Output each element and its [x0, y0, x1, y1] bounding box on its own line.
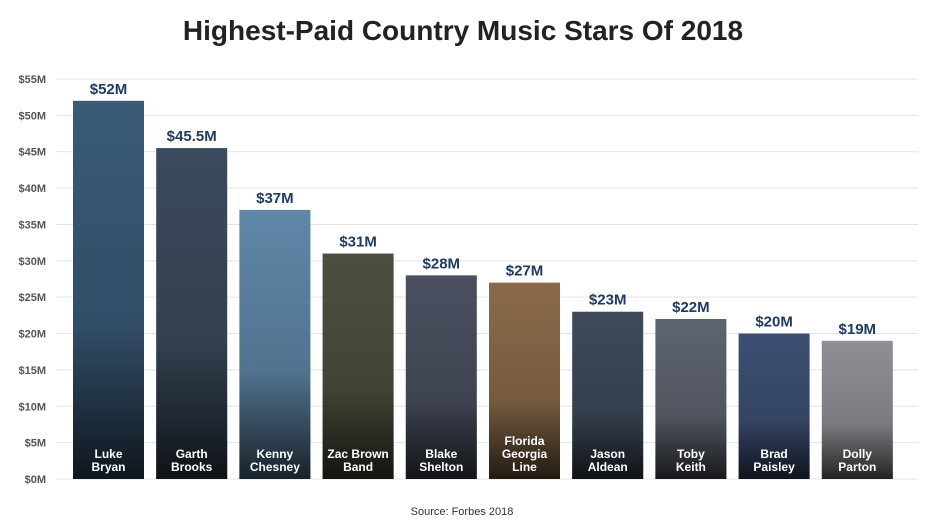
- y-tick-label: $15M: [18, 365, 46, 377]
- y-tick-label: $40M: [18, 183, 46, 195]
- bar-shade: [156, 148, 228, 479]
- category-label: Shelton: [419, 460, 463, 474]
- data-label: $19M: [839, 321, 877, 338]
- category-label: Aldean: [588, 460, 628, 474]
- bar-shade: [572, 311, 644, 479]
- y-tick-label: $45M: [18, 147, 46, 159]
- category-label: Bryan: [91, 460, 125, 474]
- y-tick-label: $0M: [25, 474, 46, 486]
- y-tick-label: $55M: [18, 74, 46, 86]
- data-label: $52M: [90, 81, 128, 98]
- bar-shade: [821, 340, 893, 479]
- bar-shade: [322, 253, 394, 479]
- category-label: Georgia: [502, 447, 548, 461]
- chart-title: Highest-Paid Country Music Stars Of 2018: [183, 15, 743, 46]
- category-label: Garth: [176, 447, 208, 461]
- y-tick-label: $25M: [18, 292, 46, 304]
- category-label: Luke: [94, 447, 122, 461]
- y-tick-label: $50M: [18, 110, 46, 122]
- category-label: Keith: [676, 460, 706, 474]
- category-label: Brad: [760, 447, 787, 461]
- y-tick-label: $5M: [25, 438, 46, 450]
- y-tick-label: $30M: [18, 256, 46, 268]
- category-label: Parton: [838, 460, 876, 474]
- source-note: Source: Forbes 2018: [411, 506, 514, 518]
- category-label: Jason: [590, 447, 625, 461]
- category-label: Kenny: [257, 447, 294, 461]
- data-label: $27M: [506, 263, 544, 280]
- y-tick-label: $10M: [18, 401, 46, 413]
- data-label: $20M: [755, 314, 793, 331]
- data-label: $22M: [672, 299, 710, 316]
- y-axis: $0M $5M $10M $15M $20M $25M $30M $35M $40M $45M $5…: [18, 74, 46, 486]
- bar-shade: [489, 282, 560, 479]
- category-label: Brooks: [171, 460, 213, 474]
- category-label: Toby: [677, 447, 705, 461]
- category-label: Blake: [425, 447, 457, 461]
- bar-shade: [655, 319, 727, 479]
- category-label: Chesney: [250, 460, 300, 474]
- data-label: $37M: [256, 190, 294, 207]
- data-label: $45.5M: [167, 128, 217, 145]
- category-label: Florida: [504, 434, 544, 448]
- category-label: Line: [512, 460, 537, 474]
- y-tick-label: $35M: [18, 219, 46, 231]
- data-label: $28M: [423, 255, 461, 272]
- category-label: Zac Brown: [327, 447, 388, 461]
- data-label: $23M: [589, 292, 627, 309]
- bar-shade: [738, 333, 810, 479]
- category-label: Dolly: [843, 447, 873, 461]
- data-label: $31M: [339, 234, 377, 251]
- bar-shade: [239, 209, 311, 479]
- category-label: Paisley: [753, 460, 795, 474]
- bar-shade: [405, 275, 477, 479]
- y-tick-label: $20M: [18, 329, 46, 341]
- bar-shade: [73, 100, 144, 480]
- category-label: Band: [343, 460, 373, 474]
